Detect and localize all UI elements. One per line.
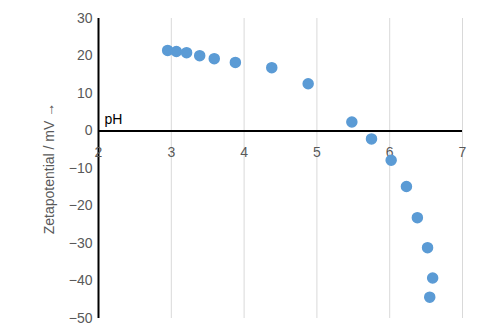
svg-text:pH: pH: [105, 111, 123, 127]
svg-text:6: 6: [385, 144, 394, 161]
svg-text:5: 5: [313, 144, 321, 160]
svg-text:2: 2: [95, 144, 103, 160]
svg-text:30: 30: [77, 10, 93, 26]
svg-text:10: 10: [77, 85, 93, 101]
svg-text:20: 20: [77, 47, 93, 63]
svg-text:−30: −30: [69, 235, 93, 251]
svg-text:−10: −10: [69, 160, 93, 176]
svg-text:−20: −20: [69, 197, 93, 213]
svg-text:−40: −40: [69, 272, 93, 288]
svg-text:4: 4: [240, 144, 248, 160]
svg-text:3: 3: [167, 144, 175, 160]
svg-text:−50: −50: [69, 310, 93, 326]
svg-text:Zetapotential / mV →: Zetapotential / mV →: [41, 103, 57, 235]
svg-text:0: 0: [85, 122, 93, 138]
svg-text:7: 7: [459, 144, 467, 160]
